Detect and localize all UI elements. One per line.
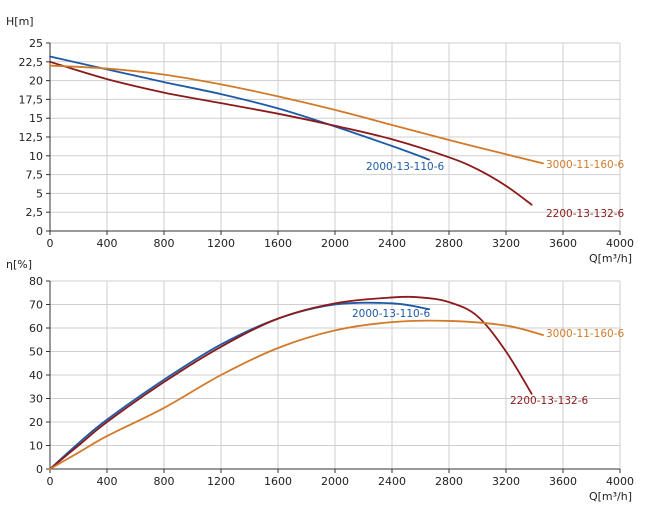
x-tick-label: 1600 [264,237,292,250]
x-tick-label: 2000 [321,475,349,488]
series-line-2200-13-132-6 [50,62,532,205]
series-line-2200-13-132-6 [50,297,532,469]
y-tick-label: 70 [29,299,43,312]
x-tick-label: 400 [97,475,118,488]
y-tick-label: 10 [29,150,43,163]
y-tick-label: 60 [29,322,43,335]
y-tick-label: 50 [29,346,43,359]
x-tick-label: 2800 [435,237,463,250]
y-tick-label: 15 [29,112,43,125]
x-tick-label: 2800 [435,475,463,488]
y-axis-title: H[m] [6,15,34,28]
x-tick-label: 1200 [207,475,235,488]
x-tick-label: 800 [154,237,175,250]
series-label-3000-11-160-6: 3000-11-160-6 [546,159,624,171]
series-label-2000-13-110-6: 2000-13-110-6 [366,161,444,173]
pump-curves-chart: 0 400 800 1200 1600 2000 2400 2800 3200 3600 40000… [0,0,648,522]
y-tick-label: 40 [29,369,43,382]
y-tick-label: 10 [29,440,43,453]
x-tick-label: 800 [154,475,175,488]
y-tick-label: 0 [36,225,43,238]
x-tick-label: 2400 [378,475,406,488]
x-tick-label: 2400 [378,237,406,250]
x-axis-title: Q[m³/h] [589,490,632,503]
y-tick-label: 17,5 [19,93,44,106]
x-tick-label: 1200 [207,237,235,250]
series-label-2000-13-110-6: 2000-13-110-6 [352,308,430,320]
y-tick-label: 12,5 [19,131,44,144]
chart-panel-1: 0 400 800 1200 1600 2000 2400 2800 3200 3600 4000 0… [6,15,634,265]
x-tick-label: 4000 [606,237,634,250]
x-tick-label: 4000 [606,475,634,488]
x-tick-label: 0 [47,237,54,250]
x-tick-label: 3200 [492,475,520,488]
y-tick-label: 20 [29,75,43,88]
y-tick-label: 25 [29,37,43,50]
x-tick-label: 3600 [549,237,577,250]
y-tick-label: 2,5 [26,206,44,219]
x-tick-label: 2000 [321,237,349,250]
y-tick-label: 22,5 [19,56,44,69]
y-tick-label: 7,5 [26,169,44,182]
series-label-3000-11-160-6: 3000-11-160-6 [546,328,624,340]
series-label-2200-13-132-6: 2200-13-132-6 [510,395,588,407]
x-tick-label: 3200 [492,237,520,250]
x-axis-title: Q[m³/h] [589,252,632,265]
y-tick-label: 0 [36,463,43,476]
y-tick-label: 5 [36,187,43,200]
x-tick-label: 400 [97,237,118,250]
y-axis-title: η[%] [6,258,32,271]
chart-panel-2: 0 400 800 1200 1600 2000 2400 2800 3200 3600 4000 0… [6,258,634,503]
y-tick-label: 30 [29,393,43,406]
series-label-2200-13-132-6: 2200-13-132-6 [546,208,624,220]
y-tick-label: 20 [29,416,43,429]
x-tick-label: 3600 [549,475,577,488]
x-tick-label: 0 [47,475,54,488]
y-tick-label: 80 [29,275,43,288]
series-line-3000-11-160-6 [50,321,543,469]
x-tick-label: 1600 [264,475,292,488]
